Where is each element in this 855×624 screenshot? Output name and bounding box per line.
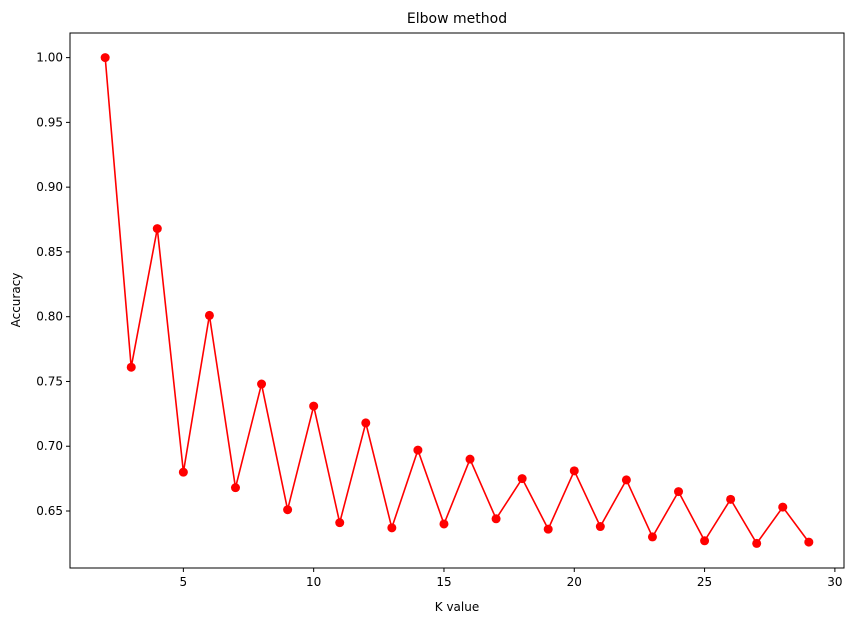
data-point: [752, 538, 762, 548]
x-axis-label: K value: [435, 600, 479, 614]
data-point: [491, 514, 501, 524]
y-tick-label: 0.80: [36, 310, 63, 324]
data-point: [100, 53, 110, 63]
data-point: [778, 502, 788, 512]
data-point: [126, 362, 136, 372]
y-axis-label: Accuracy: [9, 273, 23, 328]
x-tick-label: 10: [306, 575, 321, 589]
x-tick-label: 5: [180, 575, 188, 589]
data-point: [517, 474, 527, 484]
accuracy-series: [100, 53, 814, 548]
y-tick-label: 0.90: [36, 180, 63, 194]
y-tick-label: 0.85: [36, 245, 63, 259]
data-point: [361, 418, 371, 428]
data-point: [204, 310, 214, 320]
y-tick-label: 0.95: [36, 115, 63, 129]
data-point: [595, 522, 605, 532]
data-point: [465, 454, 475, 464]
data-point: [309, 401, 319, 411]
y-axis: 0.65 0.70 0.75 0.80 0.85 0.90 0.95 1.00: [36, 51, 70, 518]
data-point: [335, 518, 345, 528]
x-tick-label: 25: [697, 575, 712, 589]
data-point: [283, 505, 293, 515]
x-tick-label: 20: [567, 575, 582, 589]
y-tick-label: 0.65: [36, 504, 63, 518]
x-tick-label: 30: [827, 575, 842, 589]
data-point: [230, 483, 240, 493]
data-point: [804, 537, 814, 547]
data-point: [178, 467, 188, 477]
y-tick-label: 0.70: [36, 439, 63, 453]
y-tick-label: 1.00: [36, 51, 63, 65]
data-point: [674, 487, 684, 497]
chart-title: Elbow method: [407, 11, 507, 27]
data-point: [439, 519, 449, 529]
y-tick-label: 0.75: [36, 374, 63, 388]
data-point: [726, 494, 736, 504]
data-point: [647, 532, 657, 542]
data-point: [543, 524, 553, 534]
data-point: [413, 445, 423, 455]
series-line: [104, 57, 810, 545]
data-point: [257, 379, 267, 389]
data-point: [387, 523, 397, 533]
data-point: [152, 224, 162, 234]
data-point: [621, 475, 631, 485]
plot-area: [69, 32, 845, 569]
x-axis: 5 10 15 20 25 30: [180, 568, 843, 589]
data-point: [569, 466, 579, 476]
data-point: [700, 536, 710, 546]
x-tick-label: 15: [436, 575, 451, 589]
